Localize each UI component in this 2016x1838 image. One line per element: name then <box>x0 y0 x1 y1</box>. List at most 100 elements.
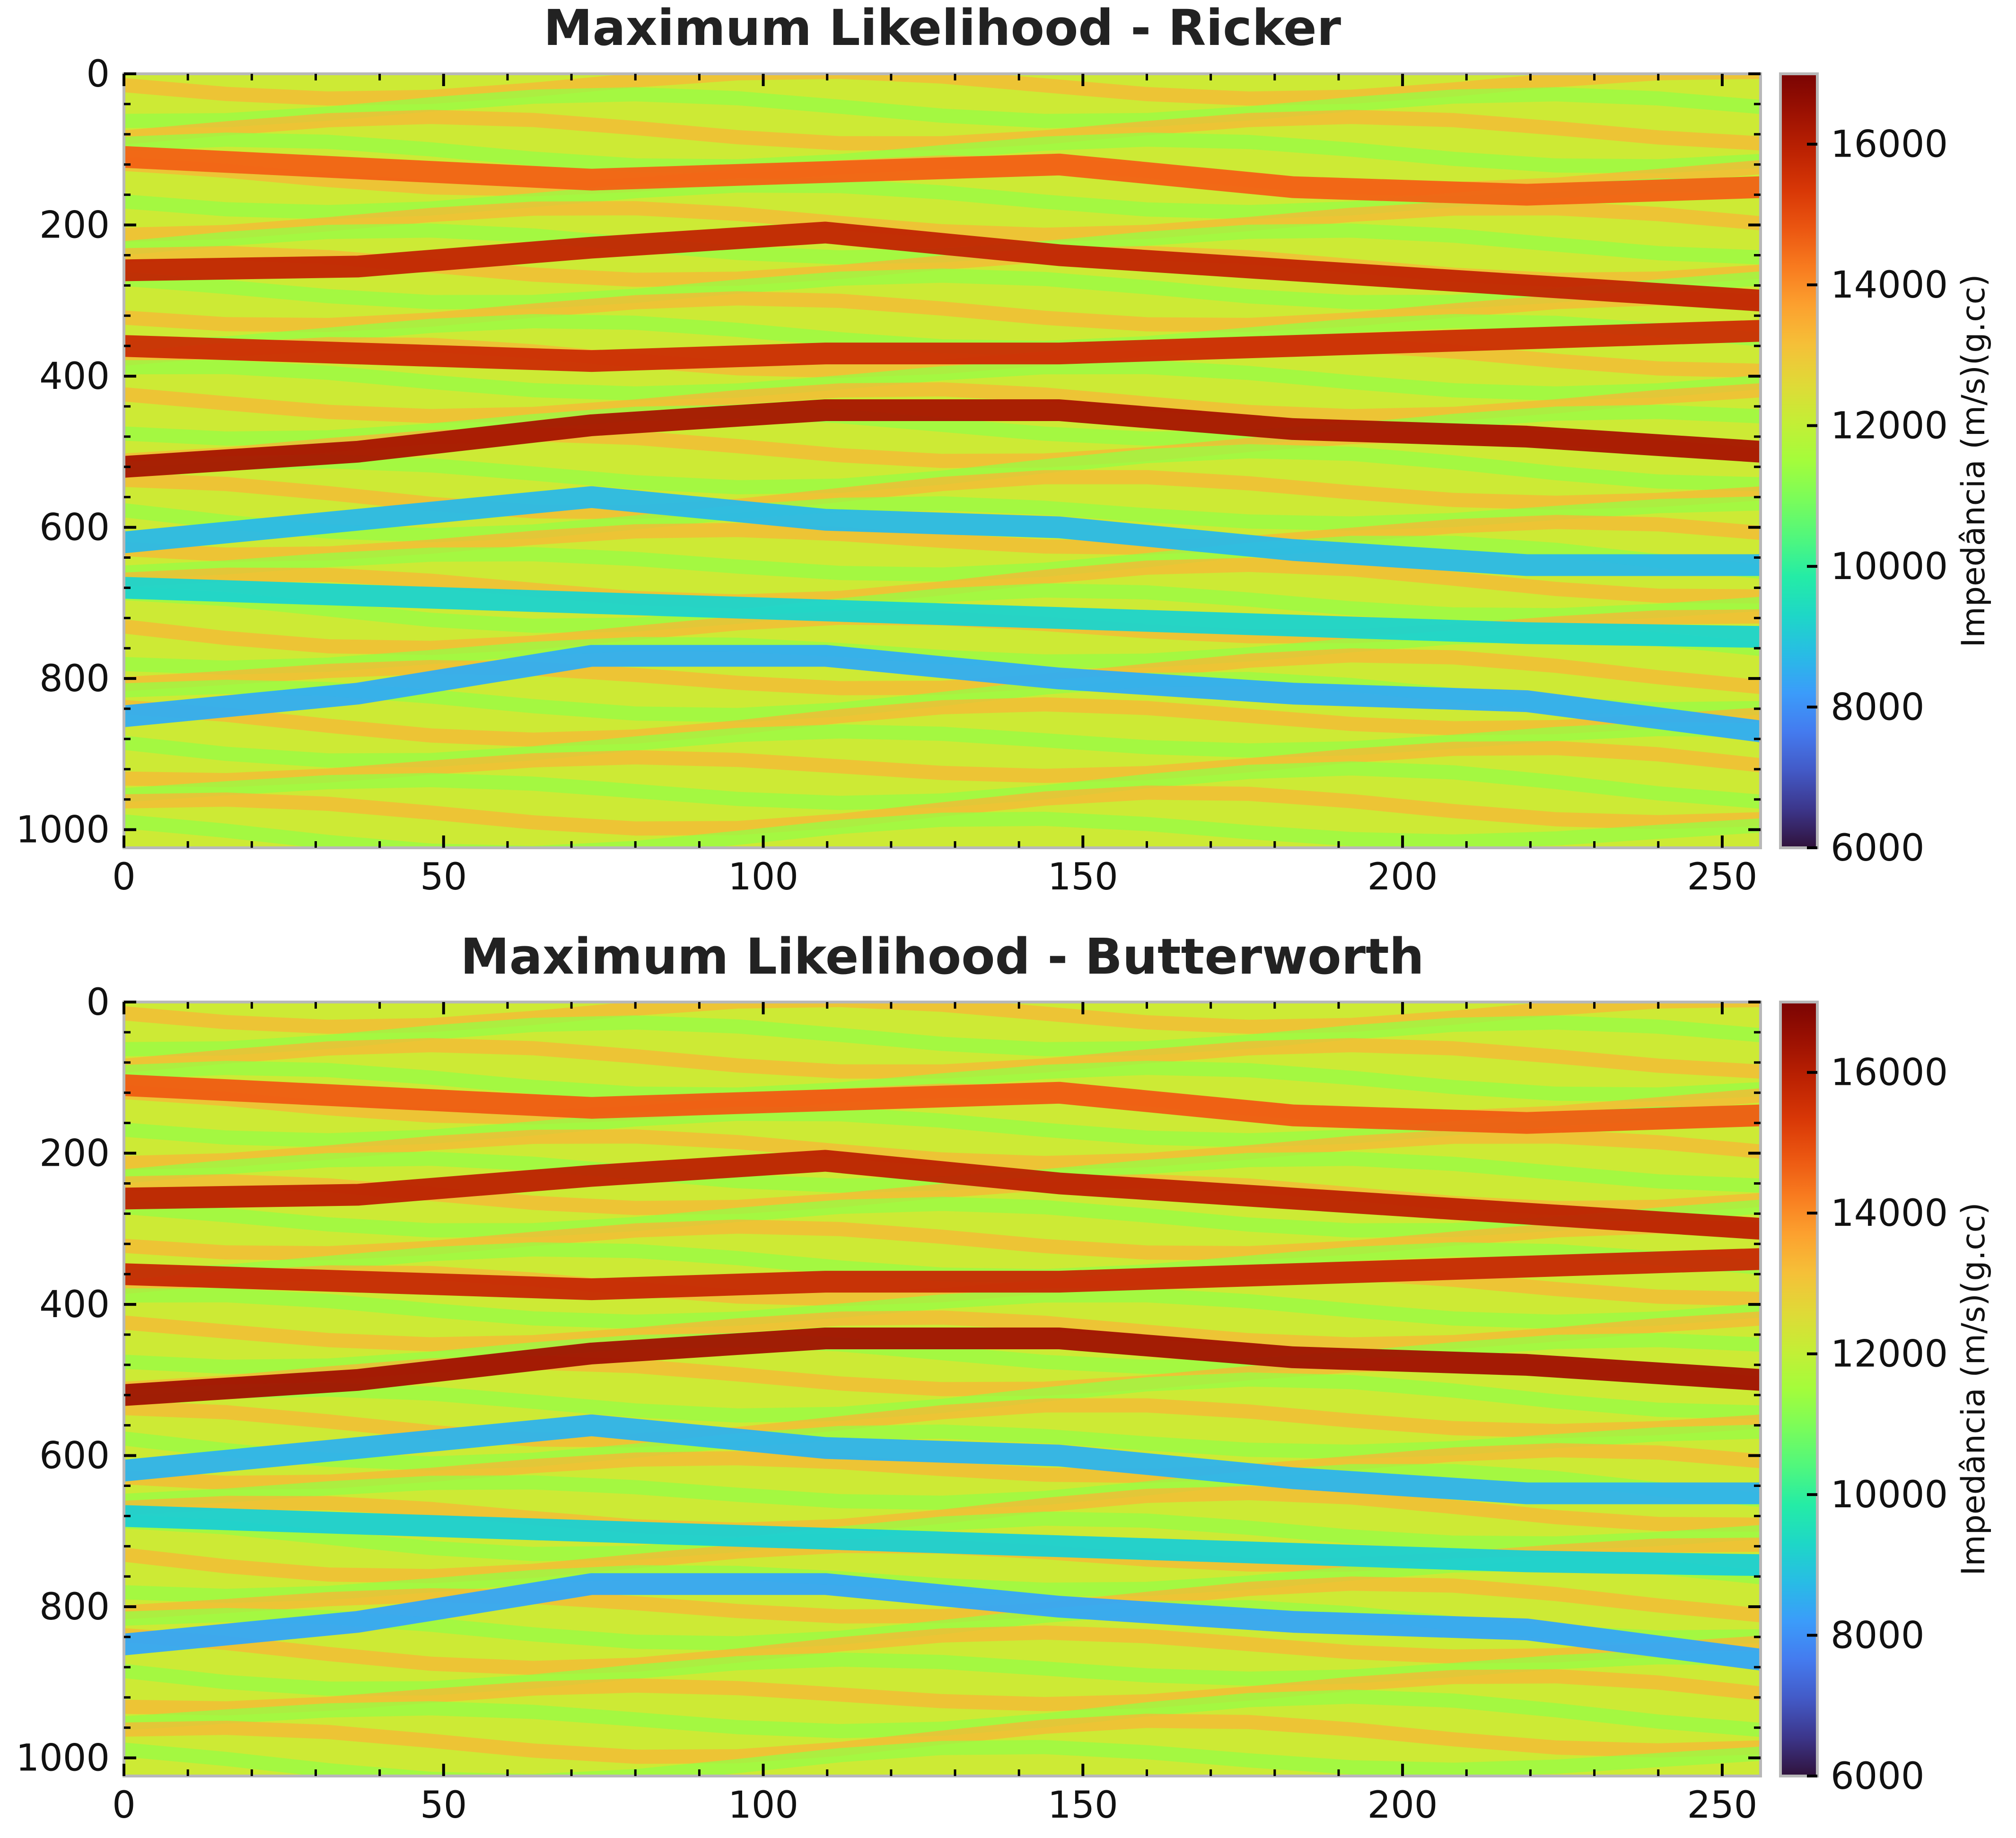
background-layer <box>124 722 1761 768</box>
colorbar-tick-label: 10000 <box>1831 1474 1948 1516</box>
colorbar-tick-label: 8000 <box>1831 686 1925 729</box>
axes-frame <box>123 72 1762 849</box>
background-layer <box>124 1288 1761 1329</box>
background-layer <box>124 223 1761 264</box>
horizon-6 <box>124 577 1761 648</box>
axes-frame <box>123 1001 1762 1777</box>
background-layer <box>124 496 1761 543</box>
background-layer <box>124 1152 1761 1193</box>
x-tick-label: 50 <box>420 1784 467 1827</box>
background-layer <box>124 697 1761 747</box>
background-layer <box>124 1625 1761 1675</box>
horizon-2 <box>124 221 1761 312</box>
background-layer <box>124 1464 1761 1510</box>
background-layer <box>124 741 1761 787</box>
horizon-3 <box>124 320 1761 372</box>
background-layer <box>124 1689 1761 1739</box>
background-layer <box>124 1714 1761 1764</box>
y-tick-label: 0 <box>86 53 110 96</box>
background-layer <box>124 536 1761 582</box>
x-tick-label: 100 <box>728 856 798 898</box>
chart-panel-1: Maximum Likelihood - Ricker 0 50 100 150 200 2… <box>16 0 1992 898</box>
background-layer <box>124 382 1761 423</box>
heatmap-image <box>124 74 1761 848</box>
background-layer <box>124 515 1761 562</box>
background-layer <box>124 470 1761 519</box>
background-layer <box>124 87 1761 128</box>
background-layer <box>124 1650 1761 1696</box>
background-layer <box>124 785 1761 836</box>
colorbar-tick-label: 12000 <box>1831 405 1948 448</box>
ticks: 0 50 100 150 200 250 0 200 400 600 800 1000 <box>16 53 1761 898</box>
background-layer <box>124 1196 1761 1238</box>
x-tick-label: 50 <box>420 856 467 898</box>
x-tick-label: 150 <box>1048 1784 1118 1827</box>
colorbar-label: Impedância (m/s)(g.cc) <box>1955 274 1992 647</box>
horizon-1 <box>124 1074 1761 1134</box>
colorbar-label: Impedância (m/s)(g.cc) <box>1955 1202 1992 1575</box>
background-layer <box>124 1129 1761 1170</box>
x-tick-label: 200 <box>1367 856 1438 898</box>
y-tick-label: 400 <box>39 1284 110 1326</box>
horizon-6 <box>124 1505 1761 1576</box>
y-tick-label: 800 <box>39 1586 110 1628</box>
colorbar-tick-label: 14000 <box>1831 1192 1948 1235</box>
horizon-4 <box>124 1328 1761 1406</box>
background-layer <box>124 761 1761 810</box>
background-layer <box>124 268 1761 309</box>
background-layer <box>124 1002 1761 1034</box>
colorbar-tick-label: 12000 <box>1831 1333 1948 1376</box>
ticks: 0 50 100 150 200 250 0 200 400 600 800 1000 <box>16 981 1761 1827</box>
colorbar-tick-label: 6000 <box>1831 1755 1925 1798</box>
background-layer <box>124 132 1761 174</box>
background-layer <box>124 110 1761 150</box>
background-layer <box>124 291 1761 332</box>
colorbar-bar <box>1779 72 1819 849</box>
colorbar-tick-label: 8000 <box>1831 1615 1925 1657</box>
colorbar-tick-label: 6000 <box>1831 827 1925 870</box>
colorbar: 6000 8000 10000 12000 14000 16000 Impedância (… <box>1779 72 1992 870</box>
y-tick-label: 400 <box>39 355 110 398</box>
chart-title: Maximum Likelihood - Butterworth <box>460 928 1424 985</box>
x-tick-label: 100 <box>728 1784 798 1827</box>
background-layer <box>124 201 1761 242</box>
y-tick-label: 800 <box>39 658 110 700</box>
background-layer <box>124 1443 1761 1490</box>
y-tick-label: 200 <box>39 1133 110 1175</box>
colorbar-tick-label: 16000 <box>1831 123 1948 166</box>
horizon-7 <box>124 1573 1761 1671</box>
y-tick-label: 600 <box>39 507 110 549</box>
colorbar-bar <box>1779 1001 1819 1777</box>
background-layer <box>124 1015 1761 1056</box>
background-layer <box>124 360 1761 401</box>
background-layer <box>124 1310 1761 1352</box>
chart-panel-2: Maximum Likelihood - Butterworth 0 50 100 15… <box>16 928 1992 1827</box>
y-tick-label: 1000 <box>16 809 110 852</box>
horizon-5 <box>124 1414 1761 1504</box>
background-layer <box>124 1061 1761 1102</box>
background-layer <box>124 1512 1761 1561</box>
y-tick-label: 0 <box>86 981 110 1024</box>
x-tick-label: 250 <box>1687 1784 1757 1827</box>
y-tick-label: 600 <box>39 1435 110 1477</box>
x-tick-label: 250 <box>1687 856 1757 898</box>
x-tick-label: 200 <box>1367 1784 1438 1827</box>
y-tick-label: 200 <box>39 204 110 247</box>
background-layer <box>124 648 1761 695</box>
colorbar-tick-label: 14000 <box>1831 264 1948 307</box>
background-layer <box>124 1219 1761 1260</box>
background-layer <box>124 74 1761 106</box>
y-tick-label: 1000 <box>16 1737 110 1780</box>
chart-title: Maximum Likelihood - Ricker <box>543 0 1341 57</box>
horizon-1 <box>124 146 1761 206</box>
horizon-3 <box>124 1248 1761 1301</box>
background-layer <box>124 1398 1761 1448</box>
heatmap-image <box>124 1002 1761 1776</box>
x-tick-label: 150 <box>1048 856 1118 898</box>
horizon-5 <box>124 486 1761 576</box>
colorbar-tick-label: 10000 <box>1831 545 1948 588</box>
colorbar: 6000 8000 10000 12000 14000 16000 Impedância (… <box>1779 1001 1992 1798</box>
horizon-2 <box>124 1150 1761 1240</box>
background-layer <box>124 583 1761 633</box>
